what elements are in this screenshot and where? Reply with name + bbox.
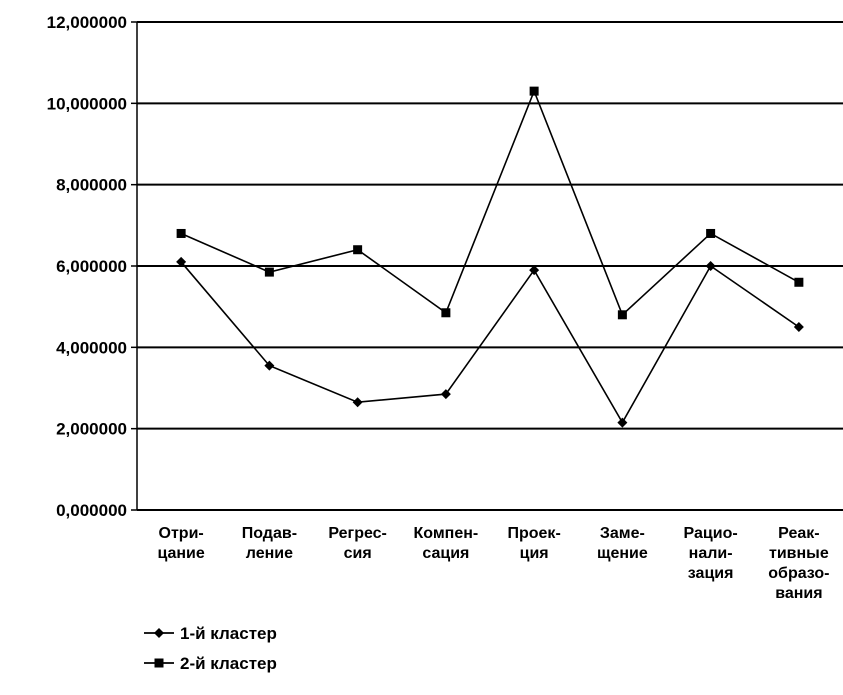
series-2-point	[264, 267, 274, 277]
y-tick-label: 6,000000	[56, 257, 127, 276]
series-1-point	[440, 389, 451, 400]
y-tick-label: 0,000000	[56, 501, 127, 520]
legend-label-2: 2-й кластер	[180, 654, 277, 673]
y-tick-label: 8,000000	[56, 176, 127, 195]
legend-marker-2	[154, 658, 164, 668]
legend-marker-1	[154, 628, 164, 638]
axes	[131, 21, 843, 511]
series-2-point	[794, 277, 804, 287]
gridlines	[137, 21, 843, 430]
series-2-point	[706, 228, 716, 238]
y-tick-label: 4,000000	[56, 338, 127, 357]
y-tick-label: 10,000000	[47, 94, 127, 113]
y-tick-label: 12,000000	[47, 13, 127, 32]
series-line-2	[180, 88, 800, 317]
x-tick-label: Компен-сация	[414, 525, 479, 562]
x-tick-label: Подав-ление	[242, 525, 297, 562]
x-tick-label: Рацио-нали-зация	[684, 525, 738, 582]
series-2-point	[353, 245, 363, 255]
series-2-point	[176, 228, 186, 238]
series-1-point	[793, 322, 804, 332]
x-axis-tick-labels: Отри-цание Подав-ление Регрес-сия Компен-са…	[157, 525, 829, 602]
x-tick-label: Регрес-сия	[328, 525, 387, 562]
series-1-point	[617, 417, 628, 428]
series-2-point	[441, 308, 451, 318]
x-tick-label: Отри-цание	[157, 525, 204, 562]
legend: 1-й кластер 2-й кластер	[144, 624, 277, 673]
series-1-point	[529, 265, 540, 276]
series-1-point	[264, 360, 275, 371]
series	[176, 86, 804, 428]
x-tick-label: Заме-щение	[597, 525, 648, 562]
series-line-1	[180, 261, 800, 425]
series-2-point	[617, 310, 627, 320]
series-1-point	[176, 256, 187, 267]
series-1-point	[705, 261, 716, 271]
y-tick-label: 2,000000	[56, 420, 127, 439]
series-1-point	[352, 397, 363, 408]
series-2-point	[529, 86, 539, 96]
x-tick-label: Проек-ция	[507, 525, 560, 562]
x-tick-label: Реак-тивные образо-вания	[768, 525, 829, 602]
y-axis-tick-labels: 0,000000 2,000000 4,000000 6,000000 8,000000…	[47, 13, 127, 520]
legend-label-1: 1-й кластер	[180, 624, 277, 643]
